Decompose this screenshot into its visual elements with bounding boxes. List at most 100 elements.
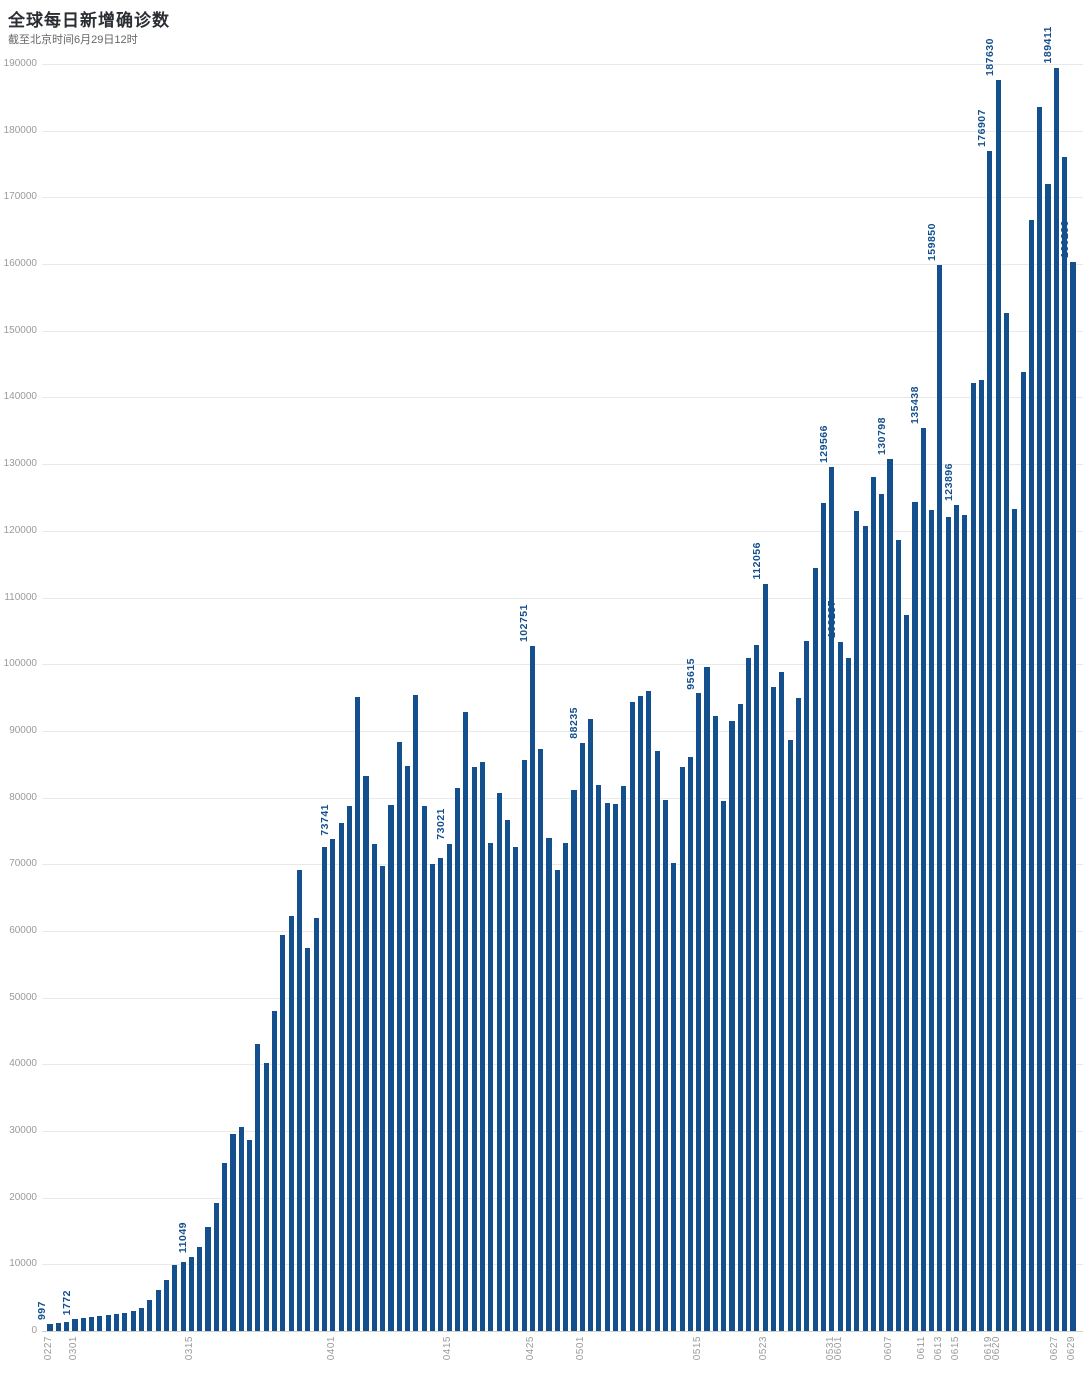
y-axis-label: 40000 <box>9 1058 37 1070</box>
bar <box>571 789 577 1331</box>
bar <box>895 539 901 1331</box>
bar <box>388 804 394 1331</box>
bar <box>987 151 993 1331</box>
bar <box>538 749 544 1331</box>
x-axis-label: 0627 <box>1049 1336 1061 1361</box>
bar <box>1045 183 1051 1331</box>
bar <box>272 1010 278 1331</box>
bar <box>662 799 669 1331</box>
gridline <box>42 930 1083 932</box>
x-axis-label: 0611 <box>916 1336 928 1360</box>
bar <box>380 866 386 1331</box>
bar <box>588 719 594 1331</box>
gridline <box>42 997 1083 999</box>
bar <box>80 1318 86 1331</box>
bar-value-label: 130798 <box>876 416 888 455</box>
bar <box>446 844 452 1331</box>
bar <box>363 776 369 1331</box>
bar <box>438 858 444 1331</box>
y-axis-label: 90000 <box>9 724 37 736</box>
bar <box>130 1311 136 1331</box>
bar <box>687 756 693 1331</box>
x-axis-label: 0425 <box>525 1336 537 1361</box>
bar <box>213 1203 219 1331</box>
y-axis-label: 120000 <box>3 524 37 536</box>
bar <box>230 1133 236 1331</box>
bar <box>679 767 685 1331</box>
gridline <box>42 1264 1083 1266</box>
chart-title: 全球每日新增确诊数 <box>8 11 170 30</box>
bar <box>954 504 960 1331</box>
bar <box>737 704 743 1331</box>
bar <box>962 514 968 1331</box>
bar <box>671 862 677 1331</box>
bar <box>887 458 893 1331</box>
bar-value-label: 123896 <box>942 462 955 501</box>
bar <box>978 380 985 1331</box>
bar-value-label: 135438 <box>909 385 922 424</box>
bar <box>97 1316 103 1331</box>
bar <box>637 695 644 1331</box>
bar <box>247 1140 253 1331</box>
x-axis-label: 0401 <box>325 1336 337 1361</box>
bar <box>288 915 294 1331</box>
bar <box>704 666 710 1331</box>
bar-value-label: 73741 <box>318 803 331 836</box>
bar <box>155 1290 161 1331</box>
bar-value-label: 112056 <box>751 542 764 580</box>
bar <box>995 79 1001 1331</box>
gridline <box>42 1130 1083 1132</box>
bar-value-label: 159850 <box>925 223 938 262</box>
gridline <box>42 864 1083 866</box>
bar <box>879 494 885 1331</box>
bar-value-label: 73021 <box>435 808 448 841</box>
bar <box>1062 156 1068 1331</box>
bar-value-label: 129566 <box>817 424 830 463</box>
y-axis-label: 80000 <box>9 791 37 803</box>
bar <box>172 1265 178 1331</box>
x-axis-label: 0301 <box>68 1336 79 1361</box>
bar <box>138 1307 145 1331</box>
bar <box>1012 508 1018 1331</box>
x-axis-label: 0620 <box>991 1336 1003 1361</box>
x-axis-label: 0523 <box>758 1336 770 1361</box>
bar <box>795 697 802 1331</box>
bar <box>197 1247 203 1331</box>
y-axis-label: 130000 <box>3 458 37 470</box>
bar-value-label: 1772 <box>61 1289 73 1316</box>
bar <box>521 759 527 1331</box>
bar <box>945 516 951 1331</box>
bar <box>721 800 727 1331</box>
bar <box>613 804 619 1331</box>
bar <box>263 1062 269 1331</box>
bar <box>812 567 818 1331</box>
bar <box>338 822 344 1331</box>
bar <box>47 1324 53 1331</box>
bar <box>405 765 411 1331</box>
bar <box>496 793 502 1331</box>
bar <box>629 701 635 1331</box>
chart-subtitle: 截至北京时间6月29日12时 <box>8 34 138 46</box>
x-axis-label: 0607 <box>883 1336 894 1361</box>
bar <box>430 863 436 1331</box>
gridline <box>42 1197 1083 1199</box>
bar <box>746 657 752 1331</box>
bar <box>1037 106 1043 1331</box>
bar <box>421 806 427 1331</box>
bar <box>89 1317 95 1331</box>
bar <box>579 742 585 1331</box>
bar <box>762 583 768 1331</box>
gridline <box>42 330 1083 332</box>
bar <box>937 265 943 1331</box>
bar <box>604 803 610 1331</box>
bar <box>912 501 918 1331</box>
bar <box>754 644 760 1331</box>
bar <box>845 657 851 1331</box>
gridline <box>42 730 1083 732</box>
bar <box>621 785 627 1331</box>
bar <box>238 1126 244 1331</box>
bar-value-label: 11049 <box>177 1222 190 1254</box>
y-axis-label: 60000 <box>9 924 37 936</box>
x-axis-label: 0227 <box>43 1336 54 1361</box>
bar <box>122 1312 128 1331</box>
